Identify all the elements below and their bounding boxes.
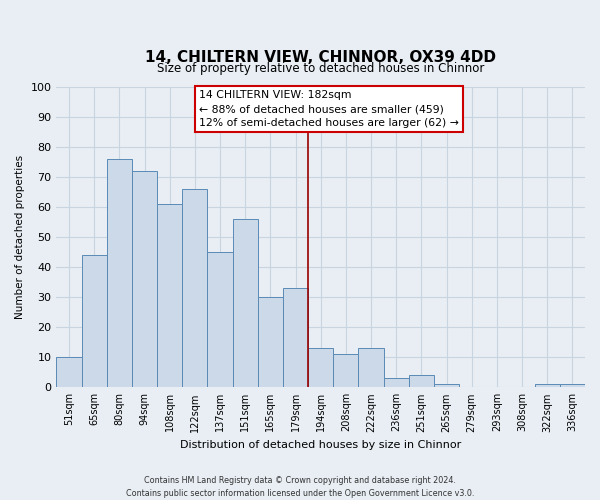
Bar <box>383 378 409 388</box>
Bar <box>409 376 434 388</box>
Bar <box>107 159 132 388</box>
Bar <box>132 171 157 388</box>
Bar <box>258 297 283 388</box>
Bar <box>82 255 107 388</box>
Bar <box>308 348 333 388</box>
Title: 14, CHILTERN VIEW, CHINNOR, OX39 4DD: 14, CHILTERN VIEW, CHINNOR, OX39 4DD <box>145 50 496 65</box>
Bar <box>434 384 459 388</box>
Text: Contains HM Land Registry data © Crown copyright and database right 2024.
Contai: Contains HM Land Registry data © Crown c… <box>126 476 474 498</box>
Text: 14 CHILTERN VIEW: 182sqm
← 88% of detached houses are smaller (459)
12% of semi-: 14 CHILTERN VIEW: 182sqm ← 88% of detach… <box>199 90 459 128</box>
Bar <box>333 354 358 388</box>
Y-axis label: Number of detached properties: Number of detached properties <box>15 155 25 319</box>
Bar <box>358 348 383 388</box>
X-axis label: Distribution of detached houses by size in Chinnor: Distribution of detached houses by size … <box>180 440 461 450</box>
Bar <box>157 204 182 388</box>
Text: Size of property relative to detached houses in Chinnor: Size of property relative to detached ho… <box>157 62 484 75</box>
Bar <box>233 219 258 388</box>
Bar <box>208 252 233 388</box>
Bar <box>56 358 82 388</box>
Bar <box>535 384 560 388</box>
Bar <box>182 189 208 388</box>
Bar <box>560 384 585 388</box>
Bar <box>283 288 308 388</box>
